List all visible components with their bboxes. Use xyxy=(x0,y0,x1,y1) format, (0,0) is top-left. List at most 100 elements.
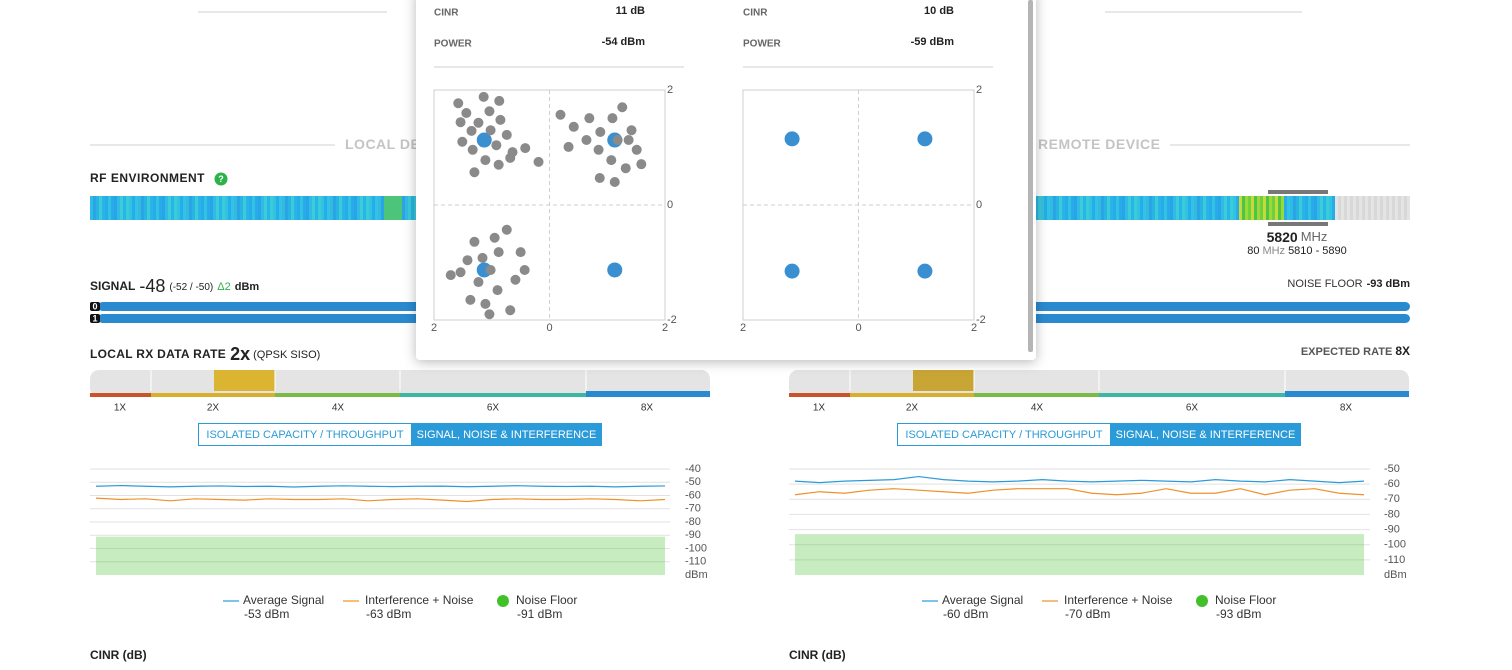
symbol-point xyxy=(520,143,531,154)
spectrum-stripe xyxy=(1224,196,1227,220)
symbol-point xyxy=(492,285,503,296)
spectrum-stripe xyxy=(297,196,300,220)
metric-value: 10 dB xyxy=(924,5,954,17)
symbol-point xyxy=(493,159,504,170)
spectrum-stripe xyxy=(135,196,138,220)
spectrum-stripe xyxy=(201,196,204,220)
legend-marker xyxy=(1196,595,1208,607)
symbol-point xyxy=(636,159,647,170)
symbol-point xyxy=(491,140,502,151)
spectrum-stripe xyxy=(1206,196,1209,220)
tab-label[interactable]: ISOLATED CAPACITY / THROUGHPUT xyxy=(905,429,1102,441)
spectrum-stripe xyxy=(1212,196,1215,220)
spectrum-stripe xyxy=(363,196,366,220)
spectrum-stripe xyxy=(144,196,147,220)
y-unit: dBm xyxy=(1384,569,1407,581)
tab-label[interactable]: ISOLATED CAPACITY / THROUGHPUT xyxy=(206,429,403,441)
spectrum-stripe xyxy=(1131,196,1134,220)
spectrum-stripe xyxy=(1170,196,1173,220)
spectrum-stripe xyxy=(1293,196,1296,220)
spectrum-stripe xyxy=(1215,196,1218,220)
spectrum-stripe xyxy=(1386,196,1389,220)
spectrum-stripe xyxy=(1218,196,1221,220)
symbol-point xyxy=(505,305,516,316)
spectrum-stripe xyxy=(132,196,135,220)
legend-value: -91 dBm xyxy=(517,607,562,621)
y-tick-label: -70 xyxy=(1384,493,1400,505)
spectrum-stripe xyxy=(1035,196,1038,220)
spectrum-stripe xyxy=(1275,196,1278,220)
spectrum-stripe xyxy=(1272,196,1275,220)
tab-active[interactable] xyxy=(411,423,602,446)
spectrum-stripe xyxy=(1299,196,1302,220)
symbol-point xyxy=(510,274,521,285)
symbol-point xyxy=(617,102,628,113)
symbol-point xyxy=(607,262,623,278)
spectrum-stripe xyxy=(273,196,276,220)
spectrum-stripe xyxy=(141,196,144,220)
spectrum-stripe xyxy=(189,196,192,220)
spectrum-stripe xyxy=(1158,196,1161,220)
spectrum-stripe xyxy=(1179,196,1182,220)
spectrum-stripe xyxy=(1110,196,1113,220)
spectrum-stripe xyxy=(1140,196,1143,220)
spectrum-stripe xyxy=(123,196,126,220)
scrollbar[interactable] xyxy=(1028,0,1033,352)
rate-label: 1X xyxy=(114,403,127,414)
spectrum-stripe xyxy=(216,196,219,220)
spectrum-stripe xyxy=(90,196,93,220)
spectrum-stripe xyxy=(1053,196,1056,220)
symbol-point xyxy=(461,108,472,118)
spectrum-stripe xyxy=(102,196,105,220)
spectrum-stripe xyxy=(1392,196,1395,220)
spectrum-stripe xyxy=(282,196,285,220)
spectrum-stripe xyxy=(1194,196,1197,220)
spectrum-stripe xyxy=(153,196,156,220)
rate-band xyxy=(90,393,151,397)
spectrum-stripe xyxy=(1362,196,1365,220)
tab-label[interactable]: SIGNAL, NOISE & INTERFERENCE xyxy=(417,429,597,441)
x-tick-label: 0 xyxy=(546,322,552,334)
spectrum-stripe xyxy=(1395,196,1398,220)
legend-name: Average Signal xyxy=(942,593,1023,607)
cinr-title: CINR (dB) xyxy=(789,648,846,662)
spectrum-stripe xyxy=(1311,196,1314,220)
spectrum-stripe xyxy=(252,196,255,220)
tab-label[interactable]: SIGNAL, NOISE & INTERFERENCE xyxy=(1116,429,1296,441)
legend-name: Noise Floor xyxy=(516,593,577,607)
spectrum-stripe xyxy=(180,196,183,220)
spectrum-stripe xyxy=(1116,196,1119,220)
y-tick-label: -50 xyxy=(685,476,701,488)
frequency: 5820 MHz xyxy=(1267,229,1328,245)
spectrum-stripe xyxy=(1281,196,1284,220)
noise-floor-area xyxy=(795,534,1364,575)
spectrum-stripe xyxy=(1137,196,1140,220)
channel-part: MHz xyxy=(1262,245,1285,257)
rate-current xyxy=(214,370,275,391)
tab-active[interactable] xyxy=(1110,423,1301,446)
rx-rate: LOCAL RX DATA RATE 2x (QPSK SISO) xyxy=(90,344,320,364)
legend-value: -60 dBm xyxy=(943,607,988,621)
section-title-part: REMOTE DEVICE xyxy=(1038,136,1160,152)
spectrum-stripe xyxy=(1122,196,1125,220)
rate-label: 8X xyxy=(1340,403,1353,414)
symbol-point xyxy=(612,135,623,146)
spectrum-stripe xyxy=(264,196,267,220)
x-tick-label: 0 xyxy=(855,322,861,334)
spectrum-stripe xyxy=(294,196,297,220)
symbol-point xyxy=(631,144,642,155)
legend-name: Average Signal xyxy=(243,593,324,607)
spectrum-stripe xyxy=(225,196,228,220)
spectrum-stripe xyxy=(159,196,162,220)
spectrum-stripe xyxy=(414,196,417,220)
spectrum-stripe xyxy=(129,196,132,220)
help-icon[interactable] xyxy=(214,172,228,186)
spectrum-stripe xyxy=(1248,196,1251,220)
section-title: REMOTE DEVICE xyxy=(1038,136,1160,152)
spectrum-stripe xyxy=(222,196,225,220)
symbol-point xyxy=(493,247,504,258)
spectrum-stripe xyxy=(378,196,381,220)
rate-label: 4X xyxy=(332,403,345,414)
